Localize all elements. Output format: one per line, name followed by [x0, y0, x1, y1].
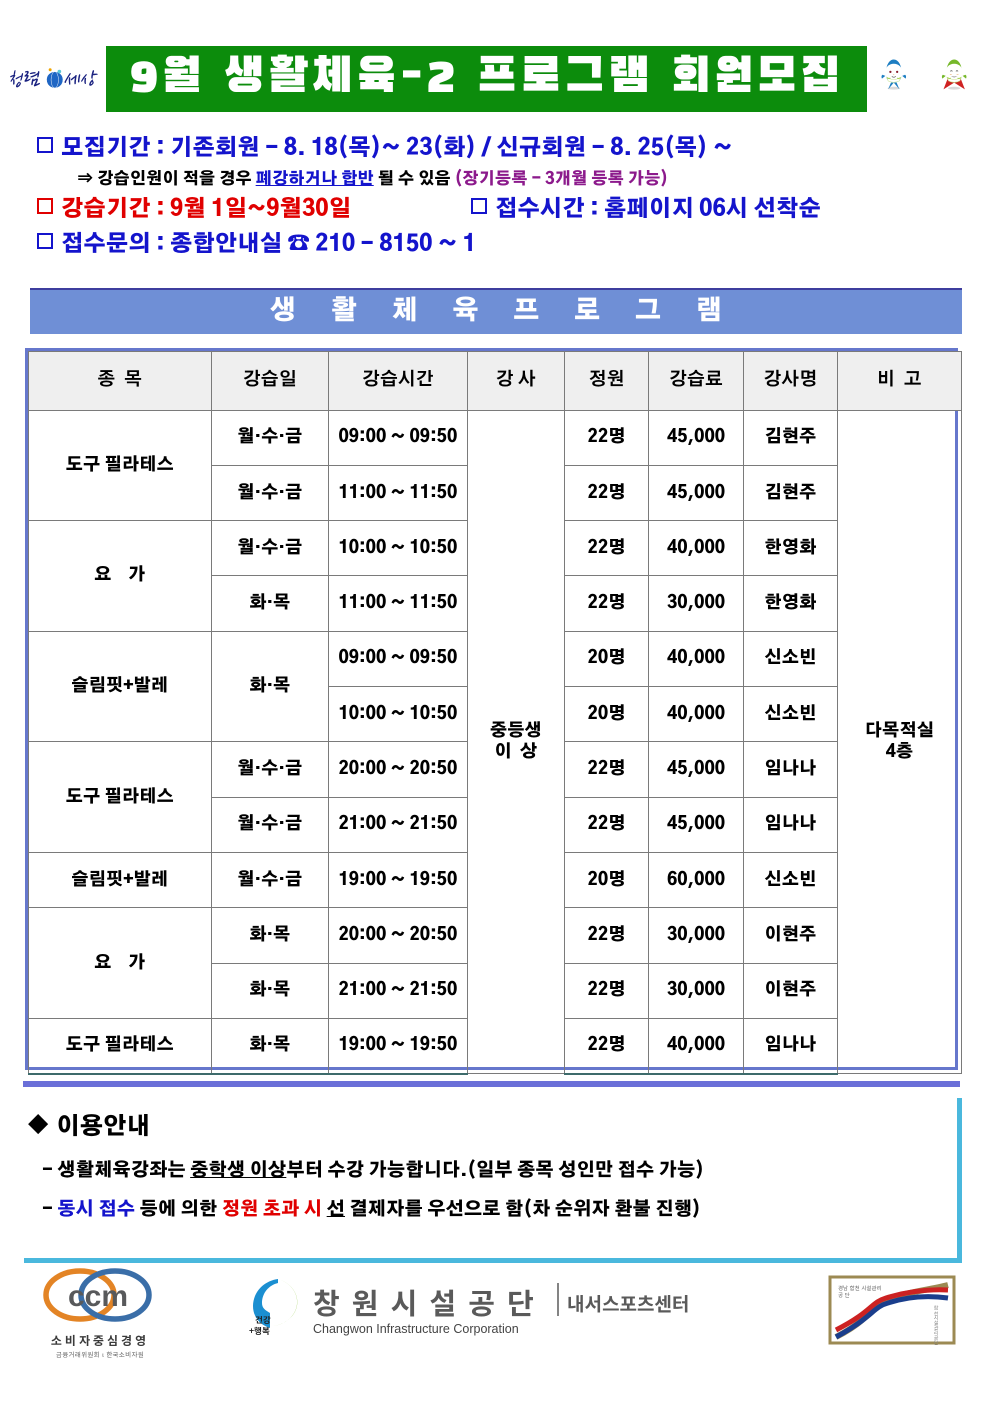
- svg-text:ccm: ccm: [68, 1280, 128, 1313]
- svg-text:창 원 시 설 공 단: 창 원 시 설 공 단: [313, 1281, 536, 1323]
- svg-text:Changwon Infrastructure Corpor: Changwon Infrastructure Corporation: [313, 1322, 519, 1336]
- svg-text:세상: 세상: [62, 67, 99, 93]
- svg-text:+행복: +행복: [249, 1325, 270, 1337]
- svg-text:합천시설관리공단: 합천시설관리공단: [933, 1305, 940, 1345]
- svg-text:청렴: 청렴: [7, 67, 42, 93]
- svg-text:내서스포츠센터: 내서스포츠센터: [567, 1290, 689, 1317]
- svg-text:공 단: 공 단: [838, 1291, 850, 1299]
